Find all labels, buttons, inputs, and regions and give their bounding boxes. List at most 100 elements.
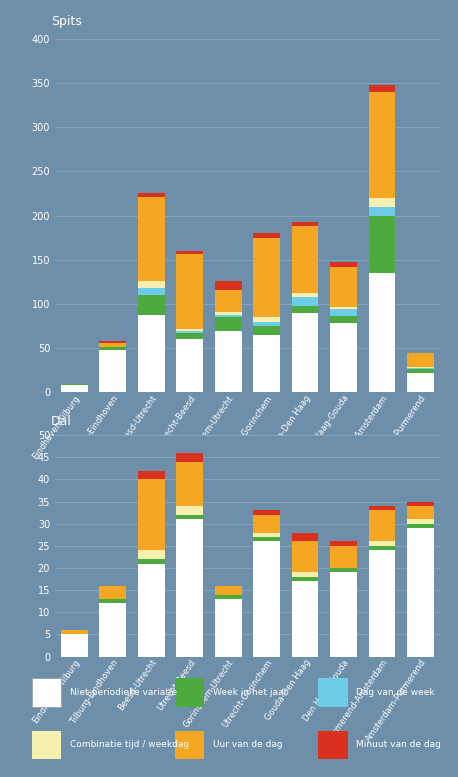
Bar (369, 198, 395, 207)
Bar (138, 550, 164, 559)
Bar (176, 333, 203, 340)
Bar (253, 532, 280, 537)
Bar (176, 453, 203, 462)
Bar (215, 315, 241, 317)
Bar (318, 731, 348, 759)
Bar (407, 354, 434, 367)
Text: Combinatie tijd / weekdag: Combinatie tijd / weekdag (70, 740, 189, 750)
Text: Dal: Dal (51, 416, 72, 428)
Bar (330, 307, 357, 309)
Bar (99, 343, 126, 347)
Bar (407, 368, 434, 373)
Bar (369, 542, 395, 546)
Bar (138, 295, 164, 315)
Bar (32, 678, 61, 706)
Bar (330, 542, 357, 546)
Bar (138, 479, 164, 550)
Bar (61, 385, 87, 392)
Text: Uur van de dag: Uur van de dag (213, 740, 283, 750)
Bar (369, 215, 395, 273)
Bar (215, 290, 241, 312)
Bar (176, 253, 203, 329)
Bar (32, 731, 61, 759)
Text: Minuut van de dag: Minuut van de dag (356, 740, 441, 750)
Bar (138, 281, 164, 288)
Bar (292, 577, 318, 581)
Bar (176, 340, 203, 392)
Bar (292, 532, 318, 542)
Bar (253, 233, 280, 238)
Bar (407, 506, 434, 519)
Bar (215, 312, 241, 315)
Bar (318, 678, 348, 706)
Bar (330, 263, 357, 267)
Bar (138, 288, 164, 295)
Bar (369, 85, 395, 92)
Bar (99, 586, 126, 599)
Bar (253, 515, 280, 532)
Bar (99, 599, 126, 604)
Bar (330, 573, 357, 657)
Bar (176, 330, 203, 333)
Bar (292, 297, 318, 306)
Bar (369, 506, 395, 510)
Bar (175, 731, 204, 759)
Bar (215, 281, 241, 290)
Text: Week in het jaar: Week in het jaar (213, 688, 287, 697)
Bar (253, 317, 280, 322)
Bar (292, 221, 318, 226)
Bar (369, 550, 395, 657)
Text: Spits: Spits (51, 16, 82, 28)
Bar (176, 519, 203, 657)
Bar (138, 193, 164, 197)
Bar (292, 313, 318, 392)
Bar (138, 559, 164, 563)
Bar (215, 317, 241, 330)
Bar (99, 347, 126, 350)
Bar (176, 462, 203, 506)
Bar (215, 599, 241, 657)
Bar (369, 92, 395, 198)
Bar (253, 326, 280, 335)
Bar (407, 367, 434, 368)
Bar (253, 238, 280, 317)
Bar (175, 678, 204, 706)
Bar (138, 471, 164, 479)
Bar (138, 197, 164, 281)
Bar (330, 309, 357, 316)
Bar (292, 573, 318, 577)
Bar (99, 350, 126, 392)
Text: Dag van de week: Dag van de week (356, 688, 435, 697)
Bar (176, 251, 203, 253)
Bar (61, 634, 87, 657)
Bar (369, 510, 395, 542)
Bar (292, 292, 318, 297)
Bar (369, 546, 395, 550)
Bar (407, 353, 434, 354)
Bar (253, 322, 280, 326)
Bar (138, 315, 164, 392)
Bar (138, 563, 164, 657)
Bar (292, 226, 318, 292)
Bar (330, 316, 357, 323)
Bar (215, 594, 241, 599)
Bar (292, 306, 318, 313)
Bar (330, 546, 357, 568)
Bar (369, 273, 395, 392)
Bar (99, 604, 126, 657)
Bar (407, 524, 434, 528)
Bar (176, 329, 203, 330)
Bar (330, 323, 357, 392)
Bar (292, 581, 318, 657)
Bar (407, 519, 434, 524)
Bar (407, 373, 434, 392)
Bar (330, 568, 357, 573)
Bar (407, 502, 434, 506)
Bar (176, 515, 203, 519)
Text: Niet-periodieke variatie: Niet-periodieke variatie (70, 688, 177, 697)
Bar (253, 335, 280, 392)
Bar (176, 506, 203, 515)
Bar (407, 528, 434, 657)
Bar (253, 510, 280, 515)
Bar (215, 330, 241, 392)
